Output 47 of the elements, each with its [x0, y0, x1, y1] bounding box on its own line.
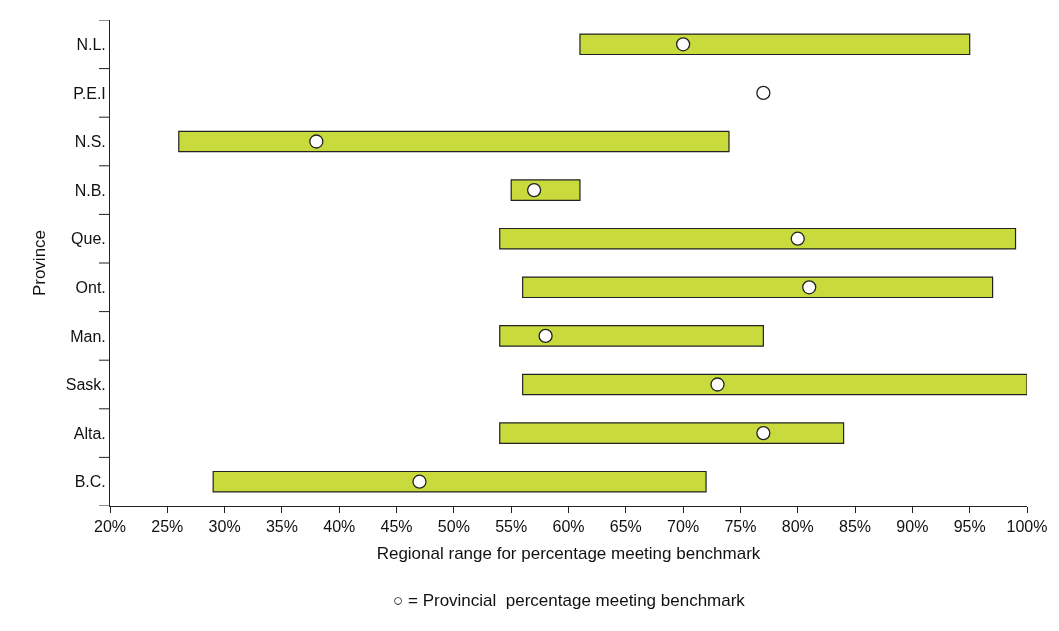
point	[790, 231, 805, 246]
x-tick-label: 90%	[896, 518, 929, 536]
bar	[579, 33, 971, 56]
bar	[212, 470, 707, 493]
x-tick-label: 80%	[781, 518, 814, 536]
x-tick-label: 100%	[1006, 518, 1048, 536]
x-tick-label: 45%	[380, 518, 413, 536]
point	[412, 474, 427, 489]
point	[526, 182, 542, 198]
x-tick-label: 40%	[323, 518, 356, 536]
y-tick-label: Alta.	[73, 424, 106, 442]
y-tick-label: Que.	[71, 230, 106, 248]
text: ○ = Provincial percentage meeting benchmark	[393, 591, 746, 610]
x-tick-label: 65%	[609, 518, 642, 536]
x-tick-label: 55%	[495, 518, 528, 536]
bar	[499, 227, 1017, 250]
point	[309, 134, 324, 149]
x-tick-label: 25%	[151, 518, 184, 536]
point	[675, 37, 691, 52]
bar	[499, 422, 845, 444]
y-tick-label: Sask.	[65, 376, 106, 394]
x-axis-title: Regional range for percentage meeting benchmark	[376, 543, 761, 563]
y-tick-label: P.E.I	[73, 84, 106, 102]
bar	[499, 325, 764, 347]
x-tick-label: 20%	[93, 518, 127, 536]
bar	[178, 130, 730, 153]
x-tick-label: 75%	[724, 518, 757, 536]
bar	[522, 373, 1027, 396]
y-tick-label: Man.	[70, 327, 106, 345]
bar	[522, 276, 994, 299]
x-tick-label: 95%	[953, 518, 986, 536]
point	[756, 425, 771, 441]
x-tick-label: 85%	[839, 518, 872, 536]
y-axis-title: Province	[30, 229, 50, 297]
y-tick-label: N.L.	[76, 35, 106, 53]
point	[538, 328, 553, 344]
x-tick-label: 35%	[265, 518, 298, 536]
point	[710, 377, 725, 392]
y-tick-label: N.S.	[74, 133, 106, 151]
x-tick-label: 50%	[437, 518, 470, 536]
x-tick-label: 30%	[208, 518, 241, 536]
x-tick-label: 60%	[552, 518, 585, 536]
y-tick-label: B.C.	[74, 473, 106, 491]
y-tick-label: Ont.	[75, 278, 106, 296]
x-tick-label: 70%	[667, 518, 700, 536]
y-tick-label: N.B.	[74, 181, 106, 199]
point	[802, 280, 817, 295]
